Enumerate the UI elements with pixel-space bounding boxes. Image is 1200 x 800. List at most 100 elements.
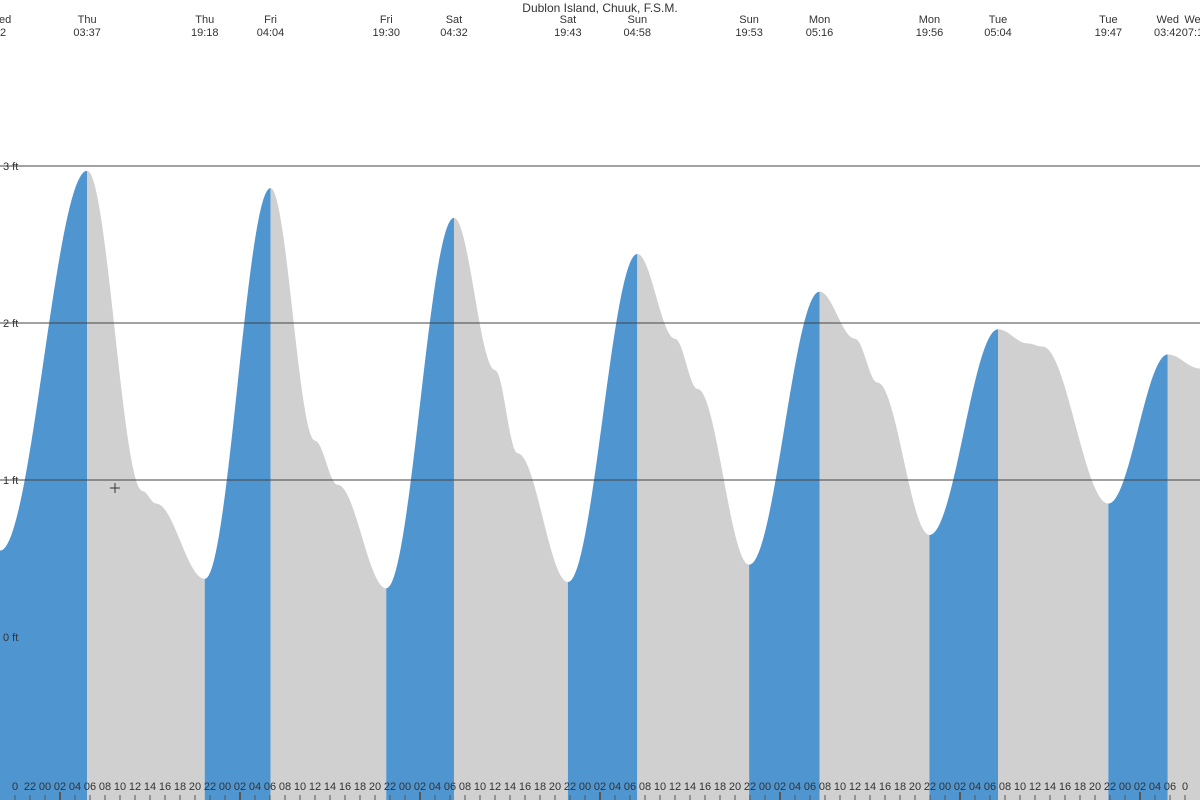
x-tick-label-45: 14 (684, 781, 696, 793)
x-tick-label-20: 12 (309, 781, 321, 793)
x-tick-label-57: 14 (864, 781, 876, 793)
x-tick-label-22: 16 (339, 781, 351, 793)
event-labels: Wed12Thu03:37Thu19:18Fri04:04Fri19:30Sat… (0, 14, 1200, 39)
x-tick-label-50: 00 (759, 781, 771, 793)
x-tick-label-30: 08 (459, 781, 471, 793)
x-tick-label-17: 06 (264, 781, 276, 793)
y-label-2ft: 2 ft (3, 318, 18, 330)
x-tick-label-1: 22 (24, 781, 36, 793)
event-time-2: 19:18 (191, 27, 219, 39)
chart-title: Dublon Island, Chuuk, F.S.M. (522, 1, 677, 15)
x-tick-label-74: 00 (1119, 781, 1131, 793)
x-tick-label-2: 00 (39, 781, 51, 793)
x-tick-label-12: 20 (189, 781, 201, 793)
y-label-0ft: 0 ft (3, 632, 18, 644)
x-tick-label-14: 00 (219, 781, 231, 793)
event-day-14: We (1184, 14, 1200, 26)
falling-tide-area-3 (270, 187, 387, 800)
x-tick-label-10: 16 (159, 781, 171, 793)
x-tick-label-70: 16 (1059, 781, 1071, 793)
grid-layer (0, 165, 1200, 481)
event-day-1: Thu (78, 14, 97, 26)
x-tick-label-16: 04 (249, 781, 261, 793)
event-day-8: Sun (739, 14, 759, 26)
x-tick-label-19: 10 (294, 781, 306, 793)
x-tick-label-53: 06 (804, 781, 816, 793)
x-axis-ticks: 0 22 00 02 04 06 08 10 12 14 16 18 20 22 00 02 04 06 08 10 1… (12, 781, 1188, 800)
y-axis-labels: 0 ft 1 ft 2 ft 3 ft (3, 161, 18, 644)
event-time-9: 05:16 (806, 27, 834, 39)
x-tick-label-48: 20 (729, 781, 741, 793)
x-tick-label-65: 06 (984, 781, 996, 793)
falling-tide-area-13 (1167, 354, 1200, 800)
x-tick-label-35: 18 (534, 781, 546, 793)
x-tick-label-47: 18 (714, 781, 726, 793)
x-tick-label-42: 08 (639, 781, 651, 793)
crosshair-cursor[interactable] (110, 483, 120, 493)
event-time-0: 12 (0, 27, 6, 39)
y-label-1ft: 1 ft (3, 475, 18, 487)
x-tick-label-3: 02 (54, 781, 66, 793)
x-tick-label-56: 12 (849, 781, 861, 793)
rising-tide-area-10 (929, 329, 999, 800)
x-tick-label-60: 20 (909, 781, 921, 793)
x-tick-label-66: 08 (999, 781, 1011, 793)
x-tick-label-11: 18 (174, 781, 186, 793)
event-day-0: Wed (0, 14, 11, 26)
x-tick-label-44: 12 (669, 781, 681, 793)
x-tick-label-34: 16 (519, 781, 531, 793)
x-tick-label-29: 06 (444, 781, 456, 793)
rising-tide-area-6 (567, 253, 638, 800)
x-tick-label-37: 22 (564, 781, 576, 793)
y-label-3ft: 3 ft (3, 161, 18, 173)
x-tick-label-18: 08 (279, 781, 291, 793)
tide-area-layer (0, 170, 1200, 800)
x-tick-label-51: 02 (774, 781, 786, 793)
x-tick-label-59: 18 (894, 781, 906, 793)
event-time-3: 04:04 (257, 27, 285, 39)
falling-tide-area-7 (637, 253, 750, 800)
falling-tide-area-9 (819, 291, 930, 800)
x-tick-label-73: 22 (1104, 781, 1116, 793)
falling-tide-area-1 (87, 170, 205, 800)
x-tick-label-32: 12 (489, 781, 501, 793)
event-time-14: 07:1 (1182, 27, 1200, 39)
rising-tide-area-12 (1108, 354, 1168, 800)
event-day-3: Fri (264, 14, 277, 26)
event-day-5: Sat (446, 14, 463, 26)
x-tick-label-46: 16 (699, 781, 711, 793)
event-time-8: 19:53 (735, 27, 763, 39)
event-time-11: 05:04 (984, 27, 1012, 39)
x-tick-label-71: 18 (1074, 781, 1086, 793)
falling-tide-area-11 (998, 329, 1109, 800)
event-day-9: Mon (809, 14, 830, 26)
x-tick-label-15: 02 (234, 781, 246, 793)
x-tick-label-4: 04 (69, 781, 81, 793)
x-tick-label-27: 02 (414, 781, 426, 793)
x-tick-label-77: 06 (1164, 781, 1176, 793)
event-time-6: 19:43 (554, 27, 582, 39)
x-tick-label-5: 06 (84, 781, 96, 793)
event-time-4: 19:30 (372, 27, 400, 39)
x-tick-label-13: 22 (204, 781, 216, 793)
x-tick-label-41: 06 (624, 781, 636, 793)
x-tick-label-64: 04 (969, 781, 981, 793)
event-day-7: Sun (627, 14, 647, 26)
x-tick-label-28: 04 (429, 781, 441, 793)
event-time-12: 19:47 (1095, 27, 1123, 39)
x-tick-label-54: 08 (819, 781, 831, 793)
x-tick-label-33: 14 (504, 781, 516, 793)
x-tick-label-58: 16 (879, 781, 891, 793)
event-time-13: 03:42 (1154, 27, 1182, 39)
event-day-2: Thu (195, 14, 214, 26)
event-day-11: Tue (989, 14, 1008, 26)
x-tick-label-68: 12 (1029, 781, 1041, 793)
x-tick-label-67: 10 (1014, 781, 1026, 793)
event-time-10: 19:56 (916, 27, 944, 39)
x-tick-label-21: 14 (324, 781, 336, 793)
event-day-13: Wed (1157, 14, 1179, 26)
x-tick-label-62: 00 (939, 781, 951, 793)
x-tick-label-26: 00 (399, 781, 411, 793)
x-tick-label-7: 10 (114, 781, 126, 793)
